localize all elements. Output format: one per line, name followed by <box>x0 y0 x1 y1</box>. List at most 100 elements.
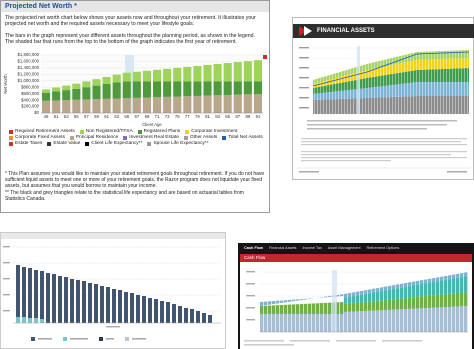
bar-segment <box>142 81 151 98</box>
legend-swatch <box>137 129 142 134</box>
x-tick-label: 83 <box>215 114 220 119</box>
legend-label: Estate Value <box>53 141 81 146</box>
x-tick-label: 61 <box>104 114 109 119</box>
legend-item: Total Net Assets <box>222 135 263 140</box>
y-tick-label: $1,600,000 <box>17 59 39 64</box>
bar-segment <box>253 81 262 94</box>
x-tick-label: 53 <box>64 114 69 119</box>
x-tick-label: 71 <box>155 114 160 119</box>
y-tick-label: $1,400,000 <box>17 65 39 70</box>
net-worth-chart: Net Worth Client Age $0$200,000$400,000$… <box>3 52 267 127</box>
bar-segment <box>122 98 131 113</box>
bar-segment <box>72 83 81 89</box>
nav-tab[interactable]: Financial Assets <box>269 246 297 250</box>
bar-segment <box>52 87 61 92</box>
legend-label: Spouse Life Expectancy** <box>153 141 209 146</box>
legend-swatch <box>9 141 13 146</box>
bar-segment <box>122 72 131 82</box>
bar-segment <box>92 85 101 100</box>
y-tick-label: $0 <box>34 110 39 115</box>
x-tick-label: 57 <box>84 114 89 119</box>
bar-segment <box>112 98 121 113</box>
nav-tab[interactable]: Income Tax <box>302 246 322 250</box>
paragraph: The bars in the graph represent your dif… <box>5 33 255 46</box>
bar-segment <box>102 98 111 113</box>
legend-item: Investment Real Estate <box>123 135 179 140</box>
bar-segment <box>223 81 232 95</box>
legend-label: Non Registered/TFSA <box>85 129 133 134</box>
nav-tab[interactable]: Asset Management <box>327 246 361 250</box>
net-worth-panel: Projected Net Worth * The projected net … <box>0 0 270 213</box>
legend-item: Estate Taxes <box>9 141 42 146</box>
legend-swatch <box>147 141 152 146</box>
y-axis-label: Net Worth <box>3 74 8 94</box>
bar-segment <box>193 81 202 96</box>
x-tick-label: 85 <box>225 114 230 119</box>
bar-segment <box>183 96 192 113</box>
legend-item: Required Retirement Assets <box>9 129 75 134</box>
y-tick-label: $1,200,000 <box>17 71 39 76</box>
x-tick-label: 81 <box>205 114 210 119</box>
bar-segment <box>233 81 242 95</box>
nav-tab[interactable]: Retirement Options <box>366 246 400 250</box>
report-header: FINANCIAL ASSETS <box>293 24 474 38</box>
bar-segment <box>243 94 252 113</box>
bar-segment <box>102 84 111 99</box>
bar-segment <box>82 81 91 88</box>
x-tick-label: 51 <box>54 114 59 119</box>
legend-item: Spouse Life Expectancy** <box>147 141 209 146</box>
x-tick-label: 89 <box>245 114 250 119</box>
marker <box>263 55 267 59</box>
bar-segment <box>62 85 71 91</box>
x-axis-label: Client Age <box>142 122 162 127</box>
bar-segment <box>173 81 182 97</box>
bar-segment <box>193 95 202 113</box>
bar-segment <box>42 92 51 101</box>
legend-label: Principal Residence <box>75 135 119 140</box>
bar-segment <box>173 67 182 82</box>
x-tick-label: 65 <box>124 114 129 119</box>
x-tick-label: 63 <box>114 114 119 119</box>
bar-segment <box>102 76 111 84</box>
bar-segment <box>253 60 262 82</box>
legend-label: Investment Real Estate <box>129 135 179 140</box>
bar-segment <box>153 97 162 113</box>
footnote: * This Plan assumes you would like to ma… <box>5 171 265 189</box>
legend-swatch <box>47 141 52 146</box>
bar-segment <box>203 95 212 113</box>
bar-segment <box>243 61 252 82</box>
bar-segment <box>62 100 71 113</box>
legend-item: Client Life Expectancy** <box>85 141 142 146</box>
legend-swatch <box>69 135 74 140</box>
legend-label: Required Retirement Assets <box>15 129 75 134</box>
legend-label: Registered Plans <box>143 129 181 134</box>
bar-segment <box>92 79 101 86</box>
x-tick-label: 91 <box>256 114 261 119</box>
nav-tab[interactable]: Cash Flow <box>244 246 263 250</box>
legend-item: Registered Plans <box>137 129 181 134</box>
bar-segment <box>153 69 162 82</box>
legend-item: Non Registered/TFSA <box>79 129 133 134</box>
bar-segment <box>213 95 222 113</box>
x-tick-label: 79 <box>195 114 200 119</box>
legend-label: Client Life Expectancy** <box>91 141 143 146</box>
legend-item: Corporate Fixed Assets <box>9 135 65 140</box>
bar-segment <box>142 97 151 113</box>
y-tick-label: $800,000 <box>21 84 40 89</box>
legend-label: Estate Taxes <box>15 141 43 146</box>
bar-segment <box>82 99 91 113</box>
drawdown-chart <box>1 233 225 341</box>
bar-segment <box>223 63 232 82</box>
x-tick-label: 69 <box>145 114 150 119</box>
legend-label: Corporate Investment <box>191 129 238 134</box>
bar-segment <box>122 81 131 99</box>
report-body <box>297 46 471 173</box>
cash-flow-chart <box>240 262 472 349</box>
bar-segment <box>243 81 252 95</box>
bar-segment <box>42 89 51 93</box>
bar-segment <box>42 100 51 113</box>
bar-segment <box>82 87 91 100</box>
y-tick-label: $600,000 <box>21 91 40 96</box>
legend-item: Other Assets <box>183 135 217 140</box>
bar-segment <box>223 94 232 113</box>
